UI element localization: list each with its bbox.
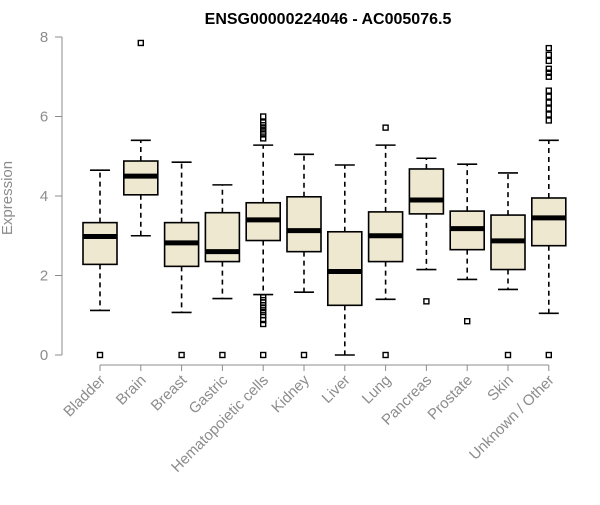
x-tick-label-7: Lung xyxy=(359,372,395,408)
outlier-1-0 xyxy=(137,39,145,47)
outlier-11-2 xyxy=(545,111,552,118)
outlier-7-0 xyxy=(382,351,389,359)
plot-area xyxy=(82,39,567,359)
y-tick-label-1: 2 xyxy=(40,268,48,285)
x-tick-label-0: Bladder xyxy=(60,372,109,421)
y-axis-label: Expression xyxy=(0,161,16,235)
outlier-11-4 xyxy=(545,99,552,106)
outlier-9-0 xyxy=(464,318,471,325)
outlier-2-0 xyxy=(178,351,185,359)
box-6 xyxy=(326,230,363,307)
x-tick-label-9: Prostate xyxy=(424,372,476,424)
outlier-11-9 xyxy=(545,65,552,73)
outlier-11-5 xyxy=(545,93,552,100)
box-group-1 xyxy=(123,39,159,237)
outlier-11-6 xyxy=(545,87,552,94)
x-tick-label-5: Kidney xyxy=(268,371,313,416)
outlier-11-1 xyxy=(545,117,552,124)
outlier-11-7 xyxy=(545,73,552,80)
outlier-0-0 xyxy=(96,351,104,359)
outlier-10-0 xyxy=(504,351,512,359)
outlier-4-15 xyxy=(260,119,267,126)
box-5 xyxy=(286,195,322,253)
box-11 xyxy=(530,197,567,247)
x-tick-label-10: Skin xyxy=(484,372,517,405)
outlier-11-0 xyxy=(545,351,552,359)
outlier-11-11 xyxy=(545,51,552,59)
outlier-4-10 xyxy=(260,135,267,142)
chart-title: ENSG00000224046 - AC005076.5 xyxy=(205,11,452,28)
outlier-4-1 xyxy=(260,320,267,328)
box-0 xyxy=(82,221,118,266)
box-8 xyxy=(408,168,445,215)
outlier-11-3 xyxy=(545,105,552,112)
y-tick-label-4: 8 xyxy=(40,29,48,46)
outlier-3-0 xyxy=(219,351,226,359)
x-tick-label-6: Liver xyxy=(319,372,354,407)
box-group-0 xyxy=(82,169,118,359)
outlier-4-16 xyxy=(260,113,267,120)
outlier-4-0 xyxy=(260,351,267,359)
outlier-5-0 xyxy=(300,351,308,359)
box-group-11 xyxy=(530,44,567,359)
box-group-6 xyxy=(326,164,363,356)
box-group-8 xyxy=(408,157,445,305)
box-group-2 xyxy=(163,161,200,359)
outlier-7-1 xyxy=(382,124,389,131)
x-tick-label-1: Brain xyxy=(113,372,150,409)
box-group-3 xyxy=(204,184,241,359)
y-tick-label-3: 6 xyxy=(40,109,48,126)
box-group-5 xyxy=(286,153,322,359)
box-3 xyxy=(204,211,241,263)
y-tick-label-2: 4 xyxy=(40,188,48,205)
y-tick-label-0: 0 xyxy=(40,347,48,364)
box-group-4 xyxy=(245,113,281,359)
box-group-7 xyxy=(367,124,404,359)
x-tick-label-2: Breast xyxy=(148,371,191,414)
outlier-11-12 xyxy=(545,44,552,52)
outlier-4-9 xyxy=(260,294,267,301)
outlier-8-0 xyxy=(423,298,430,305)
box-group-9 xyxy=(449,163,486,325)
outlier-11-10 xyxy=(545,57,552,65)
outlier-11-8 xyxy=(545,69,552,76)
outlier-4-4 xyxy=(260,308,267,316)
box-group-10 xyxy=(490,172,526,359)
